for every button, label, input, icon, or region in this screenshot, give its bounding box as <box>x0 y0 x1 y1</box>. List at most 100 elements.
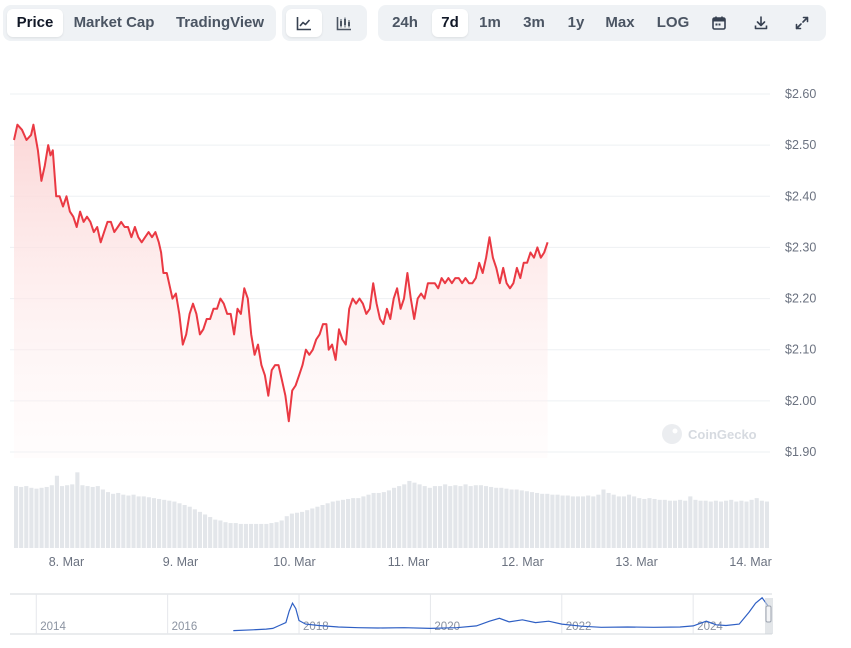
volume-bar <box>386 490 391 548</box>
x-tick-label: 8. Mar <box>49 555 84 569</box>
volume-bar <box>366 494 371 548</box>
download-icon <box>754 16 768 30</box>
volume-bar <box>213 519 218 548</box>
y-axis: $2.60 $2.50 $2.40 $2.30 $2.20 $2.10 $2.00 $1.90 <box>785 87 816 459</box>
range-7d[interactable]: 7d <box>432 9 468 37</box>
range-3m[interactable]: 3m <box>523 14 545 31</box>
volume-bar <box>718 501 724 548</box>
volume-bars <box>14 472 769 548</box>
volume-bar <box>586 495 591 548</box>
line-chart-button[interactable] <box>286 9 322 37</box>
volume-bar <box>187 506 192 548</box>
volume-bar <box>724 500 729 548</box>
volume-bar <box>529 492 535 548</box>
range-1y[interactable]: 1y <box>567 14 585 31</box>
chart-style-group <box>282 5 367 41</box>
volume-bar <box>678 499 683 548</box>
volume-bar <box>346 498 351 548</box>
volume-bar <box>509 489 514 548</box>
calendar-button[interactable] <box>704 9 734 37</box>
price-line[interactable] <box>13 123 549 423</box>
navigator-year-label: 2022 <box>566 621 592 633</box>
y-tick-label: $2.20 <box>785 292 816 306</box>
x-tick-label: 11. Mar <box>388 555 429 569</box>
range-navigator[interactable]: 2014 2016 2018 2020 2022 2024 <box>10 593 773 635</box>
volume-bar <box>151 498 157 548</box>
volume-bar <box>208 517 213 548</box>
volume-bar <box>642 498 647 548</box>
volume-bar <box>238 523 243 548</box>
volume-bar <box>647 498 652 548</box>
volume-bar <box>146 497 151 548</box>
volume-bar <box>259 523 264 548</box>
volume-bar <box>519 490 524 548</box>
navigator-history-line <box>233 596 770 632</box>
volume-bar <box>432 486 437 548</box>
volume-bar <box>407 480 412 548</box>
volume-bar <box>172 501 177 548</box>
watermark-text: CoinGecko <box>688 427 757 442</box>
volume-bar <box>422 486 427 548</box>
volume-bar <box>713 500 718 548</box>
volume-bar <box>34 488 39 548</box>
volume-bar <box>121 494 126 548</box>
volume-bar <box>524 491 529 548</box>
y-tick-label: $2.50 <box>785 138 816 152</box>
volume-bar <box>19 486 24 548</box>
volume-bar <box>162 499 167 548</box>
expand-icon <box>795 16 809 30</box>
navigator-year-ticks: 2014 2016 2018 2020 2022 2024 <box>35 594 723 634</box>
navigator-handle[interactable] <box>765 605 772 623</box>
tab-market-cap[interactable]: Market Cap <box>73 14 155 31</box>
tab-price[interactable]: Price <box>7 9 63 37</box>
volume-bar <box>575 496 580 548</box>
line-chart-icon <box>296 17 311 31</box>
volume-bar <box>739 500 744 548</box>
range-1m[interactable]: 1m <box>479 14 501 31</box>
log-scale-toggle[interactable]: LOG <box>656 14 690 31</box>
volume-bar <box>708 501 713 548</box>
volume-bar <box>335 500 340 548</box>
volume-bar <box>218 520 223 548</box>
candlestick-chart-button[interactable] <box>326 9 362 37</box>
price-area-fill <box>14 124 548 458</box>
candlestick-chart-icon <box>336 17 351 31</box>
volume-bar <box>596 494 601 548</box>
navigator-year-label: 2016 <box>172 621 198 633</box>
download-button[interactable] <box>746 9 776 37</box>
volume-bar <box>453 485 458 548</box>
expand-button[interactable] <box>787 9 817 37</box>
volume-bar <box>116 492 121 548</box>
x-axis: 8. Mar 9. Mar 10. Mar 11. Mar 12. Mar 13. Mar… <box>49 555 772 569</box>
range-max[interactable]: Max <box>605 14 635 31</box>
volume-bar <box>294 512 300 548</box>
volume-bar <box>703 500 708 548</box>
volume-bar <box>24 486 29 548</box>
x-tick-label: 10. Mar <box>273 555 315 569</box>
volume-bar <box>157 498 162 548</box>
volume-bar <box>351 498 356 548</box>
volume-bar <box>95 486 100 548</box>
range-24h[interactable]: 24h <box>392 14 418 31</box>
volume-bar <box>734 501 739 548</box>
volume-bar <box>274 522 279 548</box>
volume-bar <box>499 487 504 548</box>
volume-bar <box>759 500 764 548</box>
volume-bar <box>90 486 95 548</box>
volume-bar <box>402 484 407 548</box>
x-tick-label: 13. Mar <box>615 555 657 569</box>
volume-bar <box>381 492 386 548</box>
y-tick-label: $2.60 <box>785 87 816 101</box>
x-tick-label: 12. Mar <box>501 555 543 569</box>
tab-tradingview[interactable]: TradingView <box>175 14 265 31</box>
volume-bar <box>59 486 65 548</box>
volume-bar <box>54 475 59 548</box>
volume-bar <box>340 499 346 548</box>
volume-bar <box>233 523 238 548</box>
y-tick-label: $2.40 <box>785 189 816 203</box>
volume-bar <box>581 496 586 548</box>
x-tick-label: 14. Mar <box>729 555 771 569</box>
volume-bar <box>305 510 310 548</box>
volume-bar <box>437 486 443 548</box>
